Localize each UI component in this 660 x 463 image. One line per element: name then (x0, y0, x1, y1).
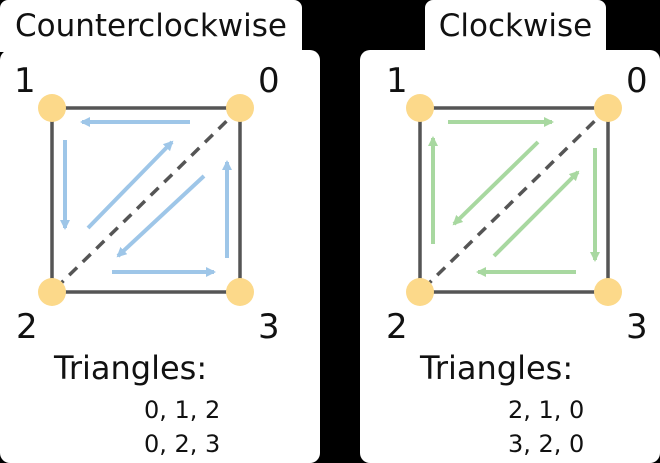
winding-diagram (38, 94, 254, 306)
triangles-heading: Triangles: (420, 349, 574, 387)
triangles-heading: Triangles: (54, 349, 208, 387)
arrows (428, 117, 600, 277)
arrow-0-to-2 (116, 174, 206, 258)
corner-label-3: 3 (258, 307, 280, 347)
vertex-0 (226, 94, 254, 122)
corner-label-0: 0 (626, 61, 648, 101)
triangle-row: 0, 2, 3 (144, 430, 221, 458)
vertex-1 (406, 94, 434, 122)
arrow-0-to-2 (452, 140, 540, 226)
triangle-row: 2, 1, 0 (508, 396, 585, 424)
arrow-2-to-0 (86, 140, 174, 230)
arrow-2-to-0 (492, 170, 580, 258)
arrows (60, 117, 232, 277)
corner-label-2: 2 (386, 307, 408, 347)
corner-label-2: 2 (16, 307, 38, 347)
square-outline (418, 106, 610, 294)
corner-label-1: 1 (386, 61, 408, 101)
corner-label-0: 0 (258, 61, 280, 101)
vertex-2 (38, 278, 66, 306)
clockwise-panel: Clockwise 1 0 2 3 Triangles: 2, 1, 0 3, … (330, 0, 660, 463)
counterclockwise-panel: Counterclockwise 1 0 2 3 Triangles: 0, 1… (0, 0, 320, 463)
panel-title: Clockwise (425, 0, 606, 52)
triangle-row: 0, 1, 2 (144, 396, 221, 424)
corner-label-1: 1 (14, 61, 36, 101)
vertex-3 (226, 278, 254, 306)
diagonal-dashed-line (50, 106, 242, 294)
square-outline (50, 106, 242, 294)
corner-label-3: 3 (626, 307, 648, 347)
winding-diagram (406, 94, 622, 306)
vertex-0 (594, 94, 622, 122)
vertex-1 (38, 94, 66, 122)
panel-title: Counterclockwise (0, 0, 302, 52)
vertex-3 (594, 278, 622, 306)
diagonal-dashed-line (418, 106, 610, 294)
vertex-2 (406, 278, 434, 306)
triangle-row: 3, 2, 0 (508, 430, 585, 458)
